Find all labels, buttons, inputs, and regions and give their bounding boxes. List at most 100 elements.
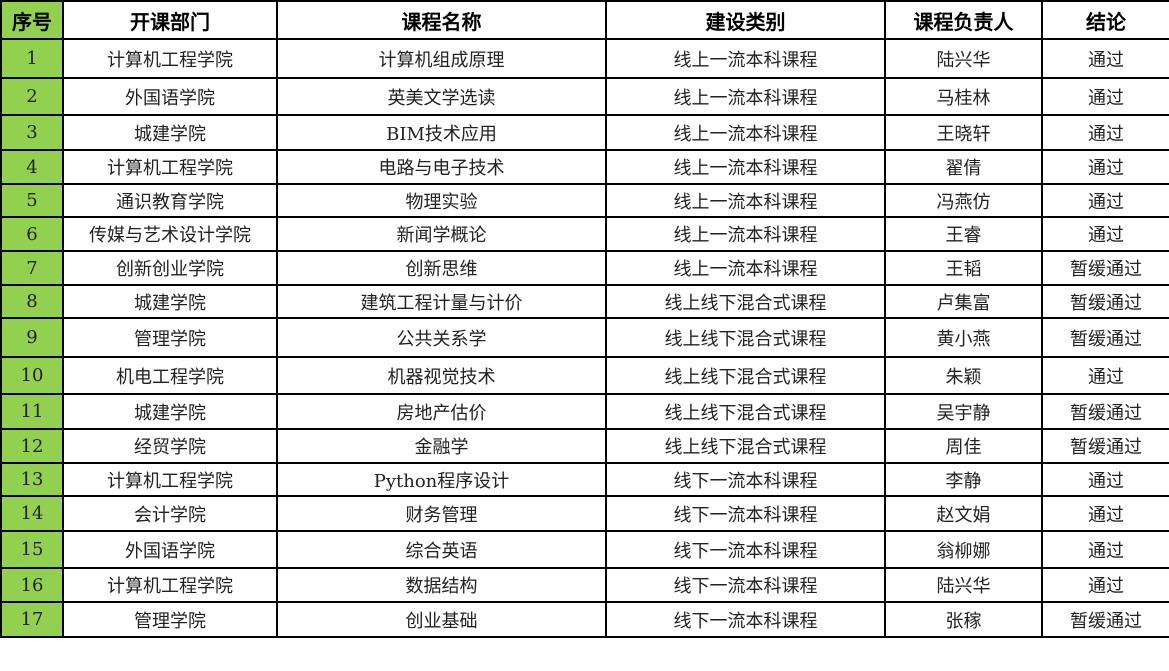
cell-department: 机电工程学院 — [62, 356, 278, 395]
cell-category: 线下一流本科课程 — [605, 462, 886, 497]
cell-conclusion: 暂缓通过 — [1041, 393, 1169, 430]
cell-department: 通识教育学院 — [62, 183, 278, 218]
cell-department: 计算机工程学院 — [62, 567, 278, 603]
cell-course-name: 财务管理 — [276, 495, 607, 532]
cell-lead: 翟倩 — [884, 149, 1043, 185]
cell-category: 线上一流本科课程 — [605, 38, 886, 79]
header-conclusion: 结论 — [1041, 0, 1169, 40]
cell-conclusion: 通过 — [1041, 38, 1169, 79]
cell-index: 12 — [0, 428, 64, 464]
cell-lead: 吴宇静 — [884, 393, 1043, 430]
course-table: 序号 开课部门 课程名称 建设类别 课程负责人 结论 1 计算机工程学院 计算机组成原理 线上一… — [0, 0, 1169, 638]
cell-course-name: 金融学 — [276, 428, 607, 464]
cell-course-name: 创业基础 — [276, 601, 607, 638]
cell-department: 城建学院 — [62, 284, 278, 319]
cell-department: 会计学院 — [62, 495, 278, 532]
table-row: 3 城建学院 BIM技术应用 线上一流本科课程 王晓轩 通过 — [0, 114, 1169, 151]
cell-lead: 陆兴华 — [884, 567, 1043, 603]
cell-department: 经贸学院 — [62, 428, 278, 464]
cell-conclusion: 通过 — [1041, 216, 1169, 252]
table-row: 9 管理学院 公共关系学 线上线下混合式课程 黄小燕 暂缓通过 — [0, 317, 1169, 358]
cell-lead: 朱颖 — [884, 356, 1043, 395]
table-row: 11 城建学院 房地产估价 线上线下混合式课程 吴宇静 暂缓通过 — [0, 393, 1169, 430]
table-row: 17 管理学院 创业基础 线下一流本科课程 张稼 暂缓通过 — [0, 601, 1169, 638]
cell-conclusion: 通过 — [1041, 462, 1169, 497]
table-row: 7 创新创业学院 创新思维 线上一流本科课程 王韬 暂缓通过 — [0, 250, 1169, 286]
table-row: 4 计算机工程学院 电路与电子技术 线上一流本科课程 翟倩 通过 — [0, 149, 1169, 185]
cell-index: 11 — [0, 393, 64, 430]
cell-department: 计算机工程学院 — [62, 462, 278, 497]
header-index: 序号 — [0, 0, 64, 40]
table-row: 15 外国语学院 综合英语 线下一流本科课程 翁柳娜 通过 — [0, 530, 1169, 569]
cell-course-name: 数据结构 — [276, 567, 607, 603]
cell-department: 外国语学院 — [62, 77, 278, 116]
cell-category: 线下一流本科课程 — [605, 530, 886, 569]
cell-index: 14 — [0, 495, 64, 532]
cell-index: 16 — [0, 567, 64, 603]
cell-lead: 王睿 — [884, 216, 1043, 252]
cell-category: 线下一流本科课程 — [605, 495, 886, 532]
cell-lead: 王晓轩 — [884, 114, 1043, 151]
table-row: 2 外国语学院 英美文学选读 线上一流本科课程 马桂林 通过 — [0, 77, 1169, 116]
header-category: 建设类别 — [605, 0, 886, 40]
cell-conclusion: 暂缓通过 — [1041, 284, 1169, 319]
cell-conclusion: 通过 — [1041, 567, 1169, 603]
cell-conclusion: 通过 — [1041, 183, 1169, 218]
cell-category: 线上一流本科课程 — [605, 183, 886, 218]
cell-department: 计算机工程学院 — [62, 149, 278, 185]
cell-conclusion: 通过 — [1041, 114, 1169, 151]
cell-conclusion: 暂缓通过 — [1041, 601, 1169, 638]
cell-lead: 周佳 — [884, 428, 1043, 464]
header-department: 开课部门 — [62, 0, 278, 40]
header-course-name: 课程名称 — [276, 0, 607, 40]
header-lead: 课程负责人 — [884, 0, 1043, 40]
cell-index: 5 — [0, 183, 64, 218]
cell-lead: 王韬 — [884, 250, 1043, 286]
cell-lead: 翁柳娜 — [884, 530, 1043, 569]
cell-conclusion: 通过 — [1041, 495, 1169, 532]
cell-department: 外国语学院 — [62, 530, 278, 569]
cell-index: 6 — [0, 216, 64, 252]
cell-course-name: 公共关系学 — [276, 317, 607, 358]
cell-course-name: Python程序设计 — [276, 462, 607, 497]
cell-index: 7 — [0, 250, 64, 286]
cell-category: 线下一流本科课程 — [605, 567, 886, 603]
table-row: 12 经贸学院 金融学 线上线下混合式课程 周佳 暂缓通过 — [0, 428, 1169, 464]
cell-department: 计算机工程学院 — [62, 38, 278, 79]
cell-conclusion: 暂缓通过 — [1041, 317, 1169, 358]
table-row: 16 计算机工程学院 数据结构 线下一流本科课程 陆兴华 通过 — [0, 567, 1169, 603]
cell-index: 8 — [0, 284, 64, 319]
cell-course-name: 建筑工程计量与计价 — [276, 284, 607, 319]
cell-course-name: 电路与电子技术 — [276, 149, 607, 185]
table-row: 6 传媒与艺术设计学院 新闻学概论 线上一流本科课程 王睿 通过 — [0, 216, 1169, 252]
cell-category: 线上线下混合式课程 — [605, 317, 886, 358]
cell-department: 创新创业学院 — [62, 250, 278, 286]
cell-category: 线上一流本科课程 — [605, 149, 886, 185]
cell-conclusion: 通过 — [1041, 149, 1169, 185]
cell-course-name: 综合英语 — [276, 530, 607, 569]
cell-category: 线上线下混合式课程 — [605, 284, 886, 319]
cell-department: 传媒与艺术设计学院 — [62, 216, 278, 252]
cell-conclusion: 通过 — [1041, 77, 1169, 116]
cell-index: 1 — [0, 38, 64, 79]
cell-department: 城建学院 — [62, 393, 278, 430]
cell-index: 13 — [0, 462, 64, 497]
table-row: 13 计算机工程学院 Python程序设计 线下一流本科课程 李静 通过 — [0, 462, 1169, 497]
cell-lead: 李静 — [884, 462, 1043, 497]
cell-course-name: 创新思维 — [276, 250, 607, 286]
cell-course-name: 物理实验 — [276, 183, 607, 218]
cell-lead: 赵文娟 — [884, 495, 1043, 532]
cell-department: 管理学院 — [62, 317, 278, 358]
cell-lead: 张稼 — [884, 601, 1043, 638]
cell-course-name: 房地产估价 — [276, 393, 607, 430]
cell-index: 17 — [0, 601, 64, 638]
cell-course-name: 计算机组成原理 — [276, 38, 607, 79]
table-row: 1 计算机工程学院 计算机组成原理 线上一流本科课程 陆兴华 通过 — [0, 38, 1169, 79]
cell-conclusion: 暂缓通过 — [1041, 428, 1169, 464]
header-row: 序号 开课部门 课程名称 建设类别 课程负责人 结论 — [0, 0, 1169, 40]
cell-index: 4 — [0, 149, 64, 185]
table-row: 10 机电工程学院 机器视觉技术 线上线下混合式课程 朱颖 通过 — [0, 356, 1169, 395]
cell-index: 15 — [0, 530, 64, 569]
cell-category: 线上一流本科课程 — [605, 250, 886, 286]
cell-department: 城建学院 — [62, 114, 278, 151]
